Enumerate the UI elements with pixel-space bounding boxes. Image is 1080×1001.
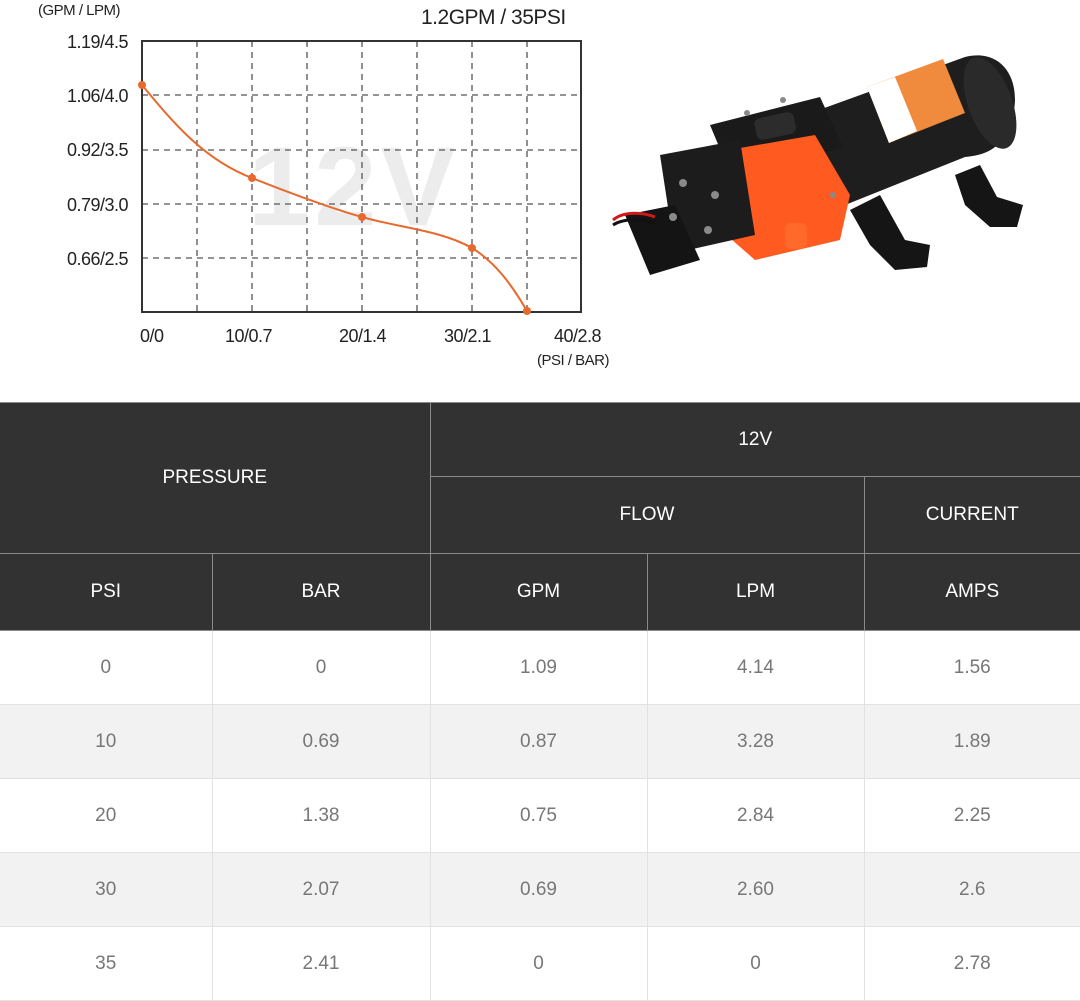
cell-bar: 0 bbox=[211, 630, 431, 705]
y-tick-label: 1.06/4.0 bbox=[66, 86, 129, 106]
y-axis-unit-label: (GPM / LPM) bbox=[38, 2, 121, 19]
x-axis-unit-label: (PSI / BAR) bbox=[537, 352, 610, 369]
cell-lpm: 2.84 bbox=[646, 778, 865, 853]
header-current: CURRENT bbox=[863, 476, 1080, 554]
chart-title: 1.2GPM / 35PSI bbox=[421, 6, 566, 29]
table-row: 20 1.38 0.75 2.84 2.25 bbox=[0, 778, 1080, 853]
grid-lines bbox=[142, 41, 581, 312]
cell-psi: 10 bbox=[0, 704, 213, 779]
cell-psi: 20 bbox=[0, 778, 213, 853]
table-row: 35 2.41 0 0 2.78 bbox=[0, 926, 1080, 1001]
x-tick-label: 30/2.1 bbox=[444, 326, 492, 346]
pump-product-image bbox=[605, 45, 1035, 295]
plot-area bbox=[138, 40, 582, 315]
data-points bbox=[138, 81, 531, 315]
cell-gpm: 0.75 bbox=[429, 778, 648, 853]
cell-bar: 2.07 bbox=[211, 852, 431, 927]
spec-table: PRESSURE 12V FLOW CURRENT PSI BAR GPM LP… bbox=[0, 402, 1080, 1001]
column-header-bar: BAR bbox=[211, 553, 431, 631]
plot-frame bbox=[141, 40, 582, 313]
cell-amps: 2.6 bbox=[863, 852, 1080, 927]
flow-curve bbox=[141, 84, 528, 312]
header-pressure: PRESSURE bbox=[0, 402, 431, 554]
cell-amps: 2.25 bbox=[863, 778, 1080, 853]
cell-lpm: 3.28 bbox=[646, 704, 865, 779]
column-header-gpm: GPM bbox=[429, 553, 648, 631]
y-tick-label: 0.92/3.5 bbox=[66, 140, 129, 160]
header-flow: FLOW bbox=[430, 476, 865, 554]
x-tick-label: 20/1.4 bbox=[339, 326, 387, 346]
cell-lpm: 0 bbox=[646, 926, 865, 1001]
cell-lpm: 2.60 bbox=[646, 852, 865, 927]
cell-psi: 35 bbox=[0, 926, 213, 1001]
header-voltage: 12V bbox=[429, 402, 1080, 477]
cell-lpm: 4.14 bbox=[646, 630, 865, 705]
table-row: 10 0.69 0.87 3.28 1.89 bbox=[0, 704, 1080, 779]
cell-gpm: 0.87 bbox=[429, 704, 648, 779]
cell-amps: 1.89 bbox=[863, 704, 1080, 779]
cell-gpm: 0 bbox=[429, 926, 648, 1001]
y-tick-label: 1.19/4.5 bbox=[66, 32, 129, 52]
table-row: 0 0 1.09 4.14 1.56 bbox=[0, 630, 1080, 705]
cell-amps: 1.56 bbox=[863, 630, 1080, 705]
cell-bar: 2.41 bbox=[211, 926, 431, 1001]
cell-bar: 1.38 bbox=[211, 778, 431, 853]
x-tick-label: 10/0.7 bbox=[225, 326, 273, 346]
performance-chart: (GPM / LPM) 1.2GPM / 35PSI 1.19/4.5 1.06… bbox=[0, 0, 640, 390]
cell-gpm: 1.09 bbox=[429, 630, 648, 705]
y-tick-label: 0.66/2.5 bbox=[66, 249, 129, 269]
cell-gpm: 0.69 bbox=[429, 852, 648, 927]
cell-psi: 30 bbox=[0, 852, 213, 927]
column-header-amps: AMPS bbox=[863, 553, 1080, 631]
y-tick-label: 0.79/3.0 bbox=[66, 195, 129, 215]
cell-bar: 0.69 bbox=[211, 704, 431, 779]
column-header-lpm: LPM bbox=[646, 553, 865, 631]
x-tick-label: 40/2.8 bbox=[554, 326, 602, 346]
table-row: 30 2.07 0.69 2.60 2.6 bbox=[0, 852, 1080, 927]
voltage-watermark: 12V bbox=[248, 124, 460, 249]
x-tick-label: 0/0 bbox=[140, 326, 164, 346]
column-header-psi: PSI bbox=[0, 553, 213, 631]
cell-amps: 2.78 bbox=[863, 926, 1080, 1001]
cell-psi: 0 bbox=[0, 630, 213, 705]
